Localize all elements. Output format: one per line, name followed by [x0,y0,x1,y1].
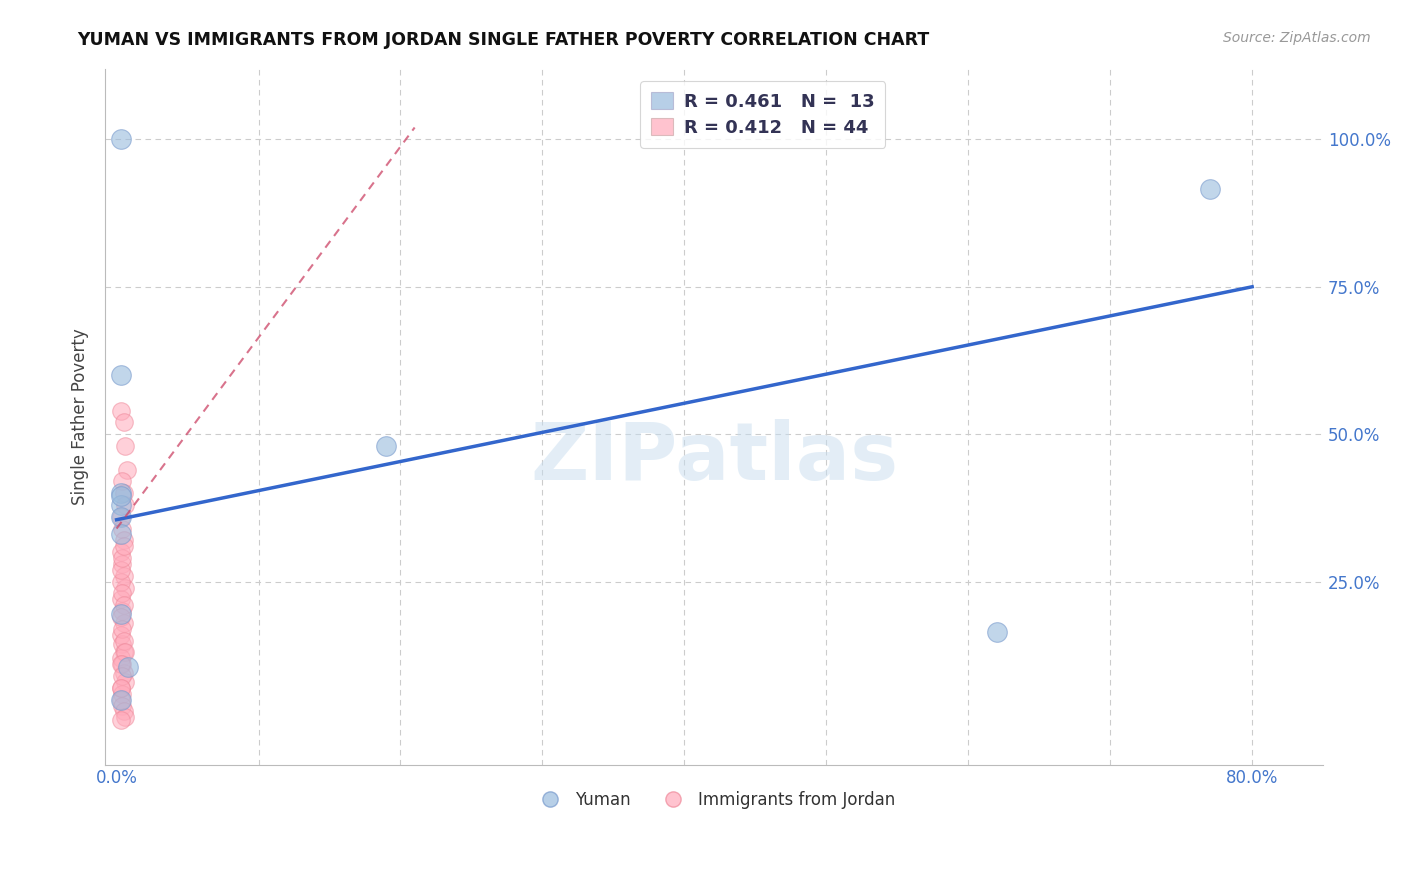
Point [115,462,138,476]
Point [111,557,134,571]
Point [112,615,135,630]
Point [114,439,136,453]
Point [112,416,135,430]
Point [112,645,135,659]
Point [110,132,132,146]
Point [110,498,132,512]
Point [110,509,132,524]
Point [111,604,134,618]
Point [112,486,135,500]
Point [110,527,132,541]
Point [111,687,134,701]
Point [112,533,135,548]
Point [375,439,398,453]
Point [110,509,132,524]
Point [110,692,132,706]
Point [110,489,132,503]
Point [114,498,136,512]
Point [111,622,134,636]
Point [114,710,136,724]
Point [114,675,136,690]
Point [111,657,134,672]
Text: YUMAN VS IMMIGRANTS FROM JORDAN SINGLE FATHER POVERTY CORRELATION CHART: YUMAN VS IMMIGRANTS FROM JORDAN SINGLE F… [77,31,929,49]
Point [117,660,139,674]
Point [110,592,132,607]
Point [110,574,132,589]
Point [110,692,132,706]
Y-axis label: Single Father Poverty: Single Father Poverty [72,328,89,505]
Point [110,545,132,559]
Point [111,669,134,683]
Point [112,568,135,582]
Point [114,581,136,595]
Point [111,698,134,713]
Point [110,607,132,621]
Point [110,651,132,665]
Point [110,563,132,577]
Point [110,610,132,624]
Point [112,705,135,719]
Point [110,486,132,500]
Point [110,681,132,695]
Point [112,599,135,613]
Point [986,624,1008,639]
Point [110,628,132,642]
Point [111,586,134,600]
Point [112,666,135,681]
Point [111,637,134,651]
Point [110,403,132,417]
Legend: Yuman, Immigrants from Jordan: Yuman, Immigrants from Jordan [527,784,901,815]
Text: Source: ZipAtlas.com: Source: ZipAtlas.com [1223,31,1371,45]
Point [1198,182,1220,196]
Point [112,633,135,648]
Point [111,522,134,536]
Point [112,539,135,553]
Point [110,368,132,383]
Point [110,713,132,727]
Point [110,657,132,672]
Point [110,681,132,695]
Point [114,645,136,659]
Text: ZIPatlas: ZIPatlas [530,419,898,497]
Point [111,551,134,566]
Point [111,475,134,489]
